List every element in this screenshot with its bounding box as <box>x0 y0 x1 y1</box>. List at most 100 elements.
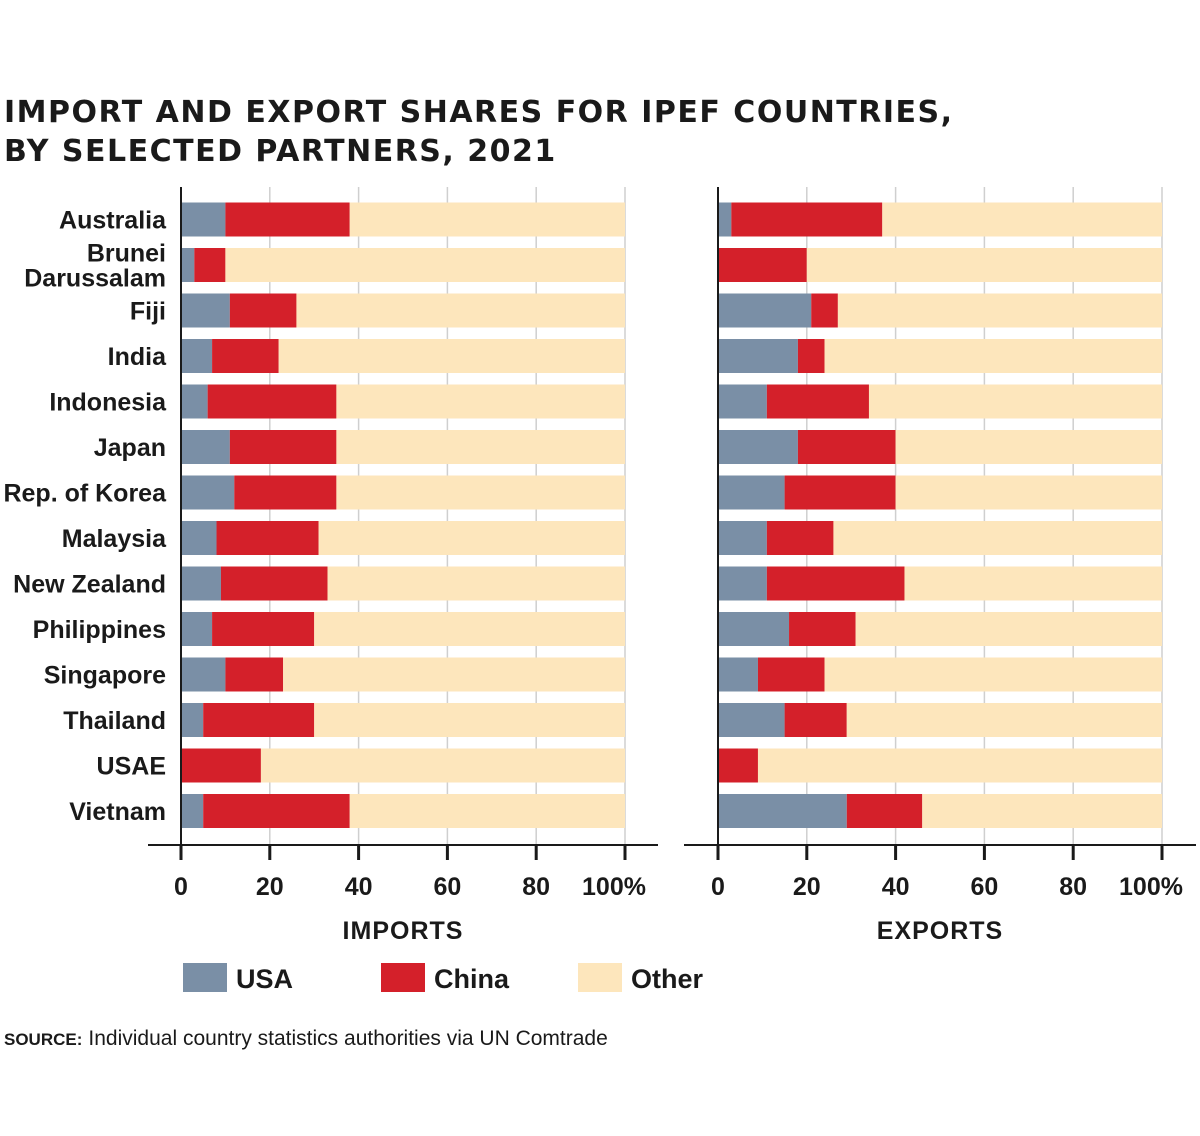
imports-bar-japan-other <box>336 430 625 464</box>
imports-bar-australia-other <box>349 202 625 237</box>
imports-panel-label: IMPORTS <box>343 917 464 945</box>
exports-bar-philippines-usa <box>718 612 790 646</box>
imports-bar-new-zealand-other <box>327 566 625 601</box>
category-label-indonesia: Indonesia <box>49 389 167 417</box>
chart-title-line-2: BY SELECTED PARTNERS, 2021 <box>4 134 557 169</box>
exports-bar-thailand-usa <box>718 703 785 737</box>
imports-bar-thailand-china <box>203 703 315 737</box>
exports-bar-thailand-china <box>784 703 847 737</box>
imports-bar-usae-china <box>181 748 261 783</box>
exports-bar-vietnam-other <box>922 794 1162 828</box>
imports-bar-japan-china <box>229 430 337 464</box>
imports-bar-japan-usa <box>181 430 230 464</box>
imports-bar-vietnam-other <box>349 794 625 828</box>
imports-tick-label: 0 <box>174 873 188 901</box>
exports-bar-indonesia-china <box>766 384 869 419</box>
legend-label-usa: USA <box>236 964 293 994</box>
imports-bar-india-other <box>278 339 625 373</box>
exports-bar-vietnam-usa <box>718 794 847 828</box>
exports-tick-label: 60 <box>970 873 998 901</box>
exports-bar-rep-of-korea-other <box>895 475 1162 510</box>
exports-bar-australia-usa <box>718 202 732 237</box>
category-label-australia: Australia <box>59 207 167 235</box>
imports-tick-label: 20 <box>256 873 284 901</box>
imports-bar-fiji-other <box>296 293 625 328</box>
category-label-singapore: Singapore <box>44 662 166 690</box>
exports-bar-singapore-usa <box>718 657 758 692</box>
exports-bar-japan-other <box>895 430 1162 464</box>
exports-bar-fiji-other <box>837 293 1162 328</box>
legend-label-other: Other <box>631 964 704 994</box>
exports-bar-philippines-other <box>855 612 1162 646</box>
legend-label-china: China <box>434 964 510 994</box>
category-label-brunei-darussalam-line-2: Darussalam <box>24 265 166 293</box>
imports-bar-singapore-other <box>283 657 625 692</box>
imports-bar-singapore-usa <box>181 657 226 692</box>
exports-bar-fiji-usa <box>718 293 812 328</box>
exports-bar-malaysia-china <box>766 521 834 555</box>
exports-bar-rep-of-korea-usa <box>718 475 785 510</box>
imports-bar-malaysia-usa <box>181 521 217 555</box>
category-label-fiji: Fiji <box>130 298 166 326</box>
exports-tick-label: 20 <box>793 873 821 901</box>
legend: USA China Other <box>183 963 704 994</box>
exports-bar-usae-china <box>718 748 758 783</box>
imports-bar-thailand-other <box>314 703 625 737</box>
imports-bar-brunei-darussalam-other <box>225 248 625 282</box>
exports-bar-australia-other <box>882 202 1162 237</box>
imports-bar-indonesia-usa <box>181 384 208 419</box>
exports-bar-japan-china <box>797 430 896 464</box>
exports-bar-indonesia-usa <box>718 384 767 419</box>
imports-tick-label: 40 <box>345 873 373 901</box>
exports-tick-label: 100% <box>1119 873 1183 901</box>
imports-bar-rep-of-korea-china <box>234 475 337 510</box>
category-label-india: India <box>108 343 167 371</box>
source-label: SOURCE: <box>4 1030 82 1049</box>
exports-bar-new-zealand-china <box>766 566 905 601</box>
imports-bar-malaysia-china <box>216 521 319 555</box>
imports-bar-rep-of-korea-usa <box>181 475 235 510</box>
imports-bar-vietnam-china <box>203 794 350 828</box>
imports-bar-australia-china <box>225 202 350 237</box>
exports-bar-thailand-other <box>846 703 1162 737</box>
exports-bar-new-zealand-other <box>904 566 1162 601</box>
exports-bar-brunei-darussalam-china <box>718 248 807 282</box>
category-label-vietnam: Vietnam <box>69 798 166 826</box>
category-label-usae: USAE <box>97 753 166 781</box>
category-label-rep-of-korea: Rep. of Korea <box>3 480 167 508</box>
exports-tick-label: 0 <box>711 873 725 901</box>
exports-bar-japan-usa <box>718 430 798 464</box>
exports-bar-malaysia-usa <box>718 521 767 555</box>
exports-bar-rep-of-korea-china <box>784 475 896 510</box>
imports-bar-philippines-other <box>314 612 625 646</box>
imports-bar-new-zealand-usa <box>181 566 221 601</box>
imports-bar-india-china <box>212 339 279 373</box>
exports-tick-label: 80 <box>1059 873 1087 901</box>
exports-bar-india-china <box>797 339 825 373</box>
category-label-brunei-darussalam-line-1: Brunei <box>87 240 166 268</box>
imports-bar-brunei-darussalam-china <box>194 248 226 282</box>
exports-bar-india-other <box>824 339 1162 373</box>
imports-bar-indonesia-china <box>207 384 337 419</box>
imports-bar-rep-of-korea-other <box>336 475 625 510</box>
exports-bar-brunei-darussalam-other <box>806 248 1162 282</box>
exports-bar-india-usa <box>718 339 798 373</box>
exports-bar-indonesia-other <box>868 384 1162 419</box>
legend-swatch-usa <box>183 963 227 992</box>
source-note: SOURCE: Individual country statistics aut… <box>4 1027 608 1050</box>
imports-bar-australia-usa <box>181 202 226 237</box>
exports-bar-australia-china <box>731 202 883 237</box>
exports-bar-malaysia-other <box>833 521 1162 555</box>
exports-bar-fiji-china <box>811 293 838 328</box>
exports-bar-singapore-china <box>757 657 825 692</box>
imports-bar-thailand-usa <box>181 703 204 737</box>
exports-bar-usae-other <box>757 748 1162 783</box>
category-label-philippines: Philippines <box>33 616 166 644</box>
legend-swatch-china <box>381 963 425 992</box>
imports-bar-usae-other <box>260 748 625 783</box>
category-label-new-zealand: New Zealand <box>13 571 166 599</box>
imports-bar-philippines-china <box>212 612 315 646</box>
exports-tick-label: 40 <box>882 873 910 901</box>
